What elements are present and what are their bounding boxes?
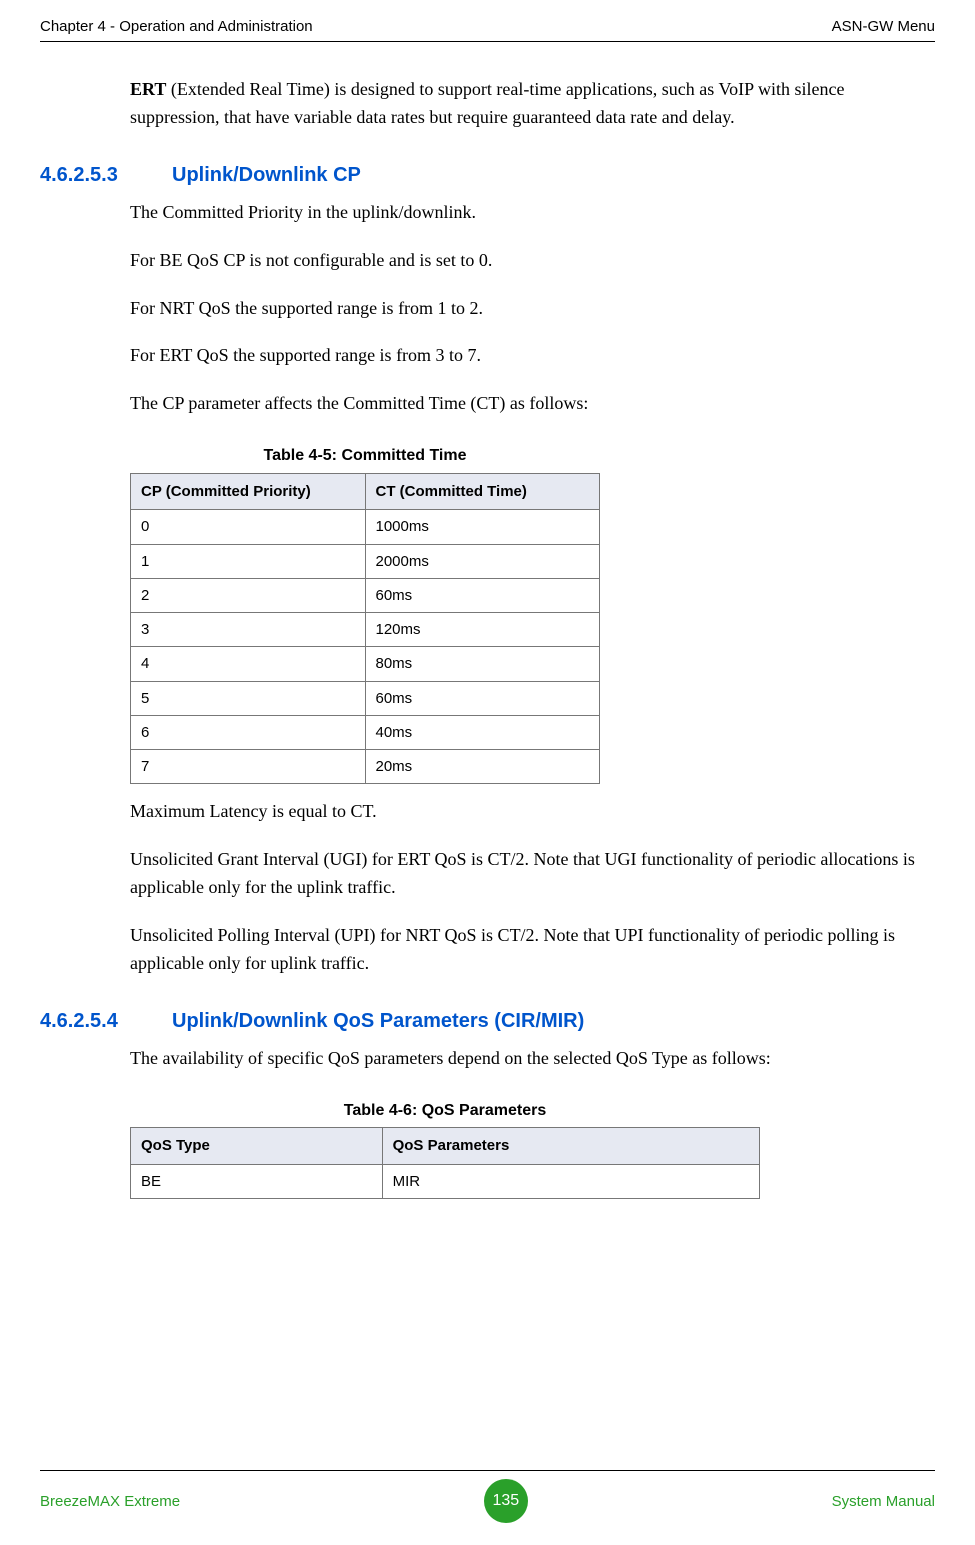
- qos-col2-header: QoS Parameters: [382, 1128, 759, 1164]
- ct-cp-cell: 2: [131, 578, 366, 612]
- ct-cp-cell: 5: [131, 681, 366, 715]
- committed-time-table: CP (Committed Priority) CT (Committed Ti…: [130, 473, 600, 784]
- ct-cp-cell: 1: [131, 544, 366, 578]
- qos-param-cell: MIR: [382, 1164, 759, 1198]
- after-ct-p2: Unsolicited Grant Interval (UGI) for ERT…: [130, 846, 925, 902]
- table-header-row: QoS Type QoS Parameters: [131, 1128, 760, 1164]
- ert-desc: (Extended Real Time) is designed to supp…: [130, 79, 844, 127]
- ct-ct-cell: 60ms: [365, 578, 600, 612]
- footer-right: System Manual: [832, 1493, 935, 1510]
- ct-cp-cell: 3: [131, 613, 366, 647]
- ert-label: ERT: [130, 79, 166, 99]
- table-row: 12000ms: [131, 544, 600, 578]
- section-heading-qos: 4.6.2.5.4 Uplink/Downlink QoS Parameters…: [130, 1006, 925, 1037]
- page-footer: BreezeMAX Extreme 135 System Manual: [40, 1470, 935, 1523]
- page-number: 135: [492, 1492, 519, 1510]
- ct-ct-cell: 1000ms: [365, 510, 600, 544]
- ct-cp-cell: 4: [131, 647, 366, 681]
- page: Chapter 4 - Operation and Administration…: [0, 0, 975, 1545]
- header-right: ASN-GW Menu: [832, 18, 935, 35]
- after-ct-p3: Unsolicited Polling Interval (UPI) for N…: [130, 922, 925, 978]
- cp-p3: For NRT QoS the supported range is from …: [130, 295, 925, 323]
- ct-col2-header: CT (Committed Time): [365, 474, 600, 510]
- body: ERT (Extended Real Time) is designed to …: [130, 76, 925, 1199]
- section-number: 4.6.2.5.3: [40, 160, 172, 191]
- ct-ct-cell: 80ms: [365, 647, 600, 681]
- cp-p5: The CP parameter affects the Committed T…: [130, 390, 925, 418]
- intro-paragraph: ERT (Extended Real Time) is designed to …: [130, 76, 925, 132]
- ct-ct-cell: 40ms: [365, 715, 600, 749]
- header-left: Chapter 4 - Operation and Administration: [40, 18, 313, 35]
- ct-cp-cell: 0: [131, 510, 366, 544]
- qos-col1-header: QoS Type: [131, 1128, 383, 1164]
- ct-ct-cell: 20ms: [365, 750, 600, 784]
- after-ct-p1: Maximum Latency is equal to CT.: [130, 798, 925, 826]
- table-row: 720ms: [131, 750, 600, 784]
- qos-parameters-table: QoS Type QoS Parameters BE MIR: [130, 1127, 760, 1199]
- table-row: 3120ms: [131, 613, 600, 647]
- page-number-badge: 135: [484, 1479, 528, 1523]
- section-title: Uplink/Downlink QoS Parameters (CIR/MIR): [172, 1006, 584, 1037]
- footer-left: BreezeMAX Extreme: [40, 1493, 180, 1510]
- qos-table-caption: Table 4-6: QoS Parameters: [130, 1099, 760, 1124]
- table-row: 480ms: [131, 647, 600, 681]
- ct-cp-cell: 6: [131, 715, 366, 749]
- table-row: 260ms: [131, 578, 600, 612]
- ct-table-caption: Table 4-5: Committed Time: [130, 444, 600, 469]
- page-header: Chapter 4 - Operation and Administration…: [40, 18, 935, 42]
- table-row: 560ms: [131, 681, 600, 715]
- ct-col1-header: CP (Committed Priority): [131, 474, 366, 510]
- table-row: BE MIR: [131, 1164, 760, 1198]
- section-heading-cp: 4.6.2.5.3 Uplink/Downlink CP: [130, 160, 925, 191]
- section-number: 4.6.2.5.4: [40, 1006, 172, 1037]
- ct-ct-cell: 120ms: [365, 613, 600, 647]
- ct-cp-cell: 7: [131, 750, 366, 784]
- cp-p1: The Committed Priority in the uplink/dow…: [130, 199, 925, 227]
- cp-p4: For ERT QoS the supported range is from …: [130, 342, 925, 370]
- table-header-row: CP (Committed Priority) CT (Committed Ti…: [131, 474, 600, 510]
- table-row: 01000ms: [131, 510, 600, 544]
- cp-p2: For BE QoS CP is not configurable and is…: [130, 247, 925, 275]
- qos-type-cell: BE: [131, 1164, 383, 1198]
- qos-p1: The availability of specific QoS paramet…: [130, 1045, 925, 1073]
- ct-ct-cell: 60ms: [365, 681, 600, 715]
- section-title: Uplink/Downlink CP: [172, 160, 361, 191]
- ct-ct-cell: 2000ms: [365, 544, 600, 578]
- table-row: 640ms: [131, 715, 600, 749]
